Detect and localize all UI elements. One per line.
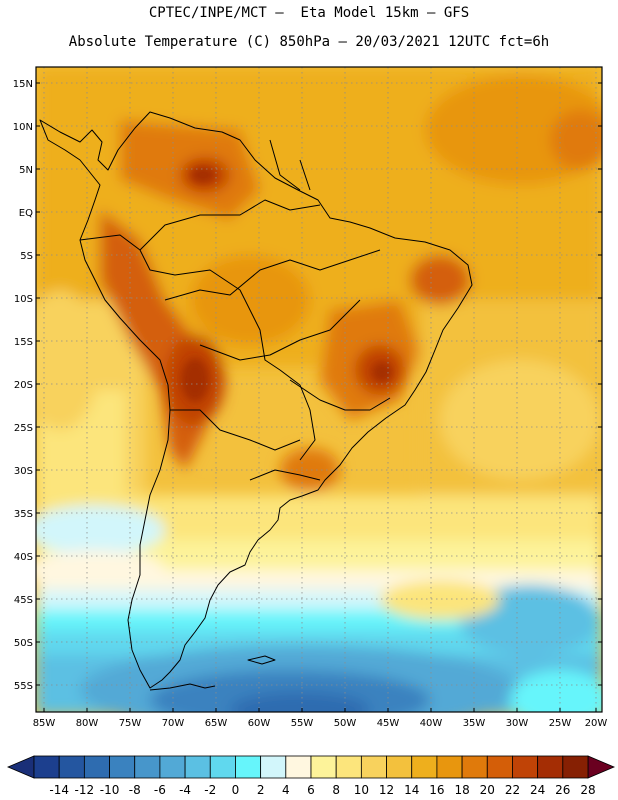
colorbar-label: 10: [354, 783, 369, 797]
colorbar-swatch: [335, 755, 362, 779]
lat-label: 40S: [14, 552, 33, 563]
title-model: CPTEC/INPE/MCT — Eta Model 15km — GFS: [148, 5, 470, 21]
colorbar-arrow-high: [587, 755, 616, 779]
colorbar-swatch: [310, 755, 337, 779]
longitude-labels: 85W 80W 75W 70W 65W 60W 55W 50W 45W 40W …: [33, 718, 608, 729]
latitude-labels: 15N 10N 5N EQ 5S 10S 15S 20S 25S 30S 35S…: [13, 79, 33, 692]
lon-label: 75W: [119, 718, 142, 729]
lat-label: 10N: [13, 122, 33, 133]
lon-label: 60W: [248, 718, 271, 729]
colorbar-swatch: [512, 755, 539, 779]
lat-label: 15N: [13, 79, 33, 90]
colorbar-label: 18: [454, 783, 469, 797]
colorbar-swatch: [134, 755, 161, 779]
axis-ticks: [36, 82, 602, 712]
colorbar-label: -8: [129, 783, 141, 797]
temperature-field: [36, 67, 602, 712]
lon-label: 25W: [549, 718, 572, 729]
lon-label: 50W: [334, 718, 357, 729]
lon-label: 85W: [33, 718, 56, 729]
lon-label: 40W: [420, 718, 443, 729]
lon-label: 20W: [585, 718, 608, 729]
colorbar-swatch: [109, 755, 136, 779]
colorbar-label: 2: [257, 783, 265, 797]
colorbar-swatch: [386, 755, 413, 779]
lat-label: 20S: [14, 380, 33, 391]
colorbar-swatch: [436, 755, 463, 779]
lat-label: 15S: [14, 337, 33, 348]
lat-label: 10S: [14, 294, 33, 305]
colorbar-swatch: [562, 755, 589, 779]
colorbar-label: 12: [379, 783, 394, 797]
plot-frame: [35, 66, 603, 713]
colorbar-swatch: [486, 755, 513, 779]
lon-label: 65W: [205, 718, 228, 729]
colorbar-label: 8: [332, 783, 340, 797]
lon-label: 30W: [506, 718, 529, 729]
colorbar: -14 -12 -10 -8 -6 -4 -2 0 2 4 6 8 10 12 14 16 18 20 22 24 26…: [6, 755, 616, 797]
colorbar-label: 20: [480, 783, 495, 797]
colorbar-swatch: [461, 755, 488, 779]
colorbar-swatch: [58, 755, 85, 779]
lat-label: 5N: [19, 165, 33, 176]
lon-label: 45W: [377, 718, 400, 729]
colorbar-label: 28: [580, 783, 595, 797]
colorbar-label: 14: [404, 783, 419, 797]
colorbar-swatch: [235, 755, 262, 779]
lat-label: 35S: [14, 509, 33, 520]
colorbar-swatch: [260, 755, 287, 779]
colorbar-label: 0: [232, 783, 240, 797]
colorbar-label: -12: [75, 783, 95, 797]
colorbar-label: 24: [530, 783, 545, 797]
colorbar-label: -14: [49, 783, 69, 797]
lon-label: 55W: [291, 718, 314, 729]
lat-label: 50S: [14, 638, 33, 649]
colorbar-swatch: [285, 755, 312, 779]
lat-label: 45S: [14, 595, 33, 606]
colorbar-label: 16: [429, 783, 444, 797]
colorbar-label: -4: [179, 783, 191, 797]
lat-label: EQ: [19, 208, 33, 219]
lon-label: 35W: [463, 718, 486, 729]
lat-label: 55S: [14, 681, 33, 692]
colorbar-swatch: [184, 755, 211, 779]
lat-label: 25S: [14, 423, 33, 434]
colorbar-label: -10: [100, 783, 120, 797]
colorbar-label: 6: [307, 783, 315, 797]
colorbar-swatch: [411, 755, 438, 779]
lon-label: 80W: [76, 718, 99, 729]
colorbar-arrow-low: [6, 755, 35, 779]
lat-label: 5S: [20, 251, 33, 262]
colorbar-swatch: [159, 755, 186, 779]
lon-label: 70W: [162, 718, 185, 729]
coastlines: [39, 111, 473, 691]
colorbar-label: -2: [204, 783, 216, 797]
colorbar-label: 4: [282, 783, 290, 797]
colorbar-swatch: [209, 755, 236, 779]
colorbar-swatch: [360, 755, 387, 779]
colorbar-label: 26: [555, 783, 570, 797]
colorbar-swatch: [33, 755, 60, 779]
colorbar-label: -6: [154, 783, 166, 797]
colorbar-swatch: [83, 755, 110, 779]
colorbar-label: 22: [505, 783, 520, 797]
colorbar-swatch: [537, 755, 564, 779]
title-variable: Absolute Temperature (C) 850hPa — 20/03/…: [68, 34, 550, 50]
lat-label: 30S: [14, 466, 33, 477]
